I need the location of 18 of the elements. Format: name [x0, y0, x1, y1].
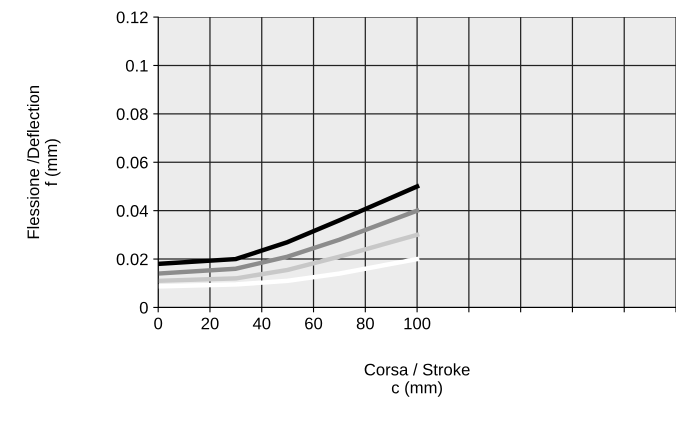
x-tick-label: 60 [305, 318, 322, 330]
y-tick-label: 0.06 [116, 156, 148, 168]
y-tick-label: 0.02 [116, 253, 148, 266]
y-tick-label: 0 [140, 302, 148, 314]
y-tick-label: 0.12 [116, 11, 148, 24]
x-tick-label: 20 [202, 318, 219, 330]
y-tick-label: 0.04 [116, 205, 148, 217]
x-tick-label: 80 [356, 318, 374, 330]
line-series [158, 256, 420, 289]
y-tick-label: 0.1 [126, 60, 148, 72]
x-tick-label: 100 [404, 318, 430, 330]
x-axis-title: Corsa / Stroke c (mm) [364, 363, 470, 397]
x-tick-label: 0 [154, 318, 162, 330]
line-series [158, 208, 420, 276]
line-series [158, 232, 420, 284]
x-tick-label: 40 [252, 318, 270, 330]
y-tick-label: 0.08 [116, 108, 148, 120]
y-axis-title: Flessione /Deflection f (mm) [26, 86, 60, 238]
